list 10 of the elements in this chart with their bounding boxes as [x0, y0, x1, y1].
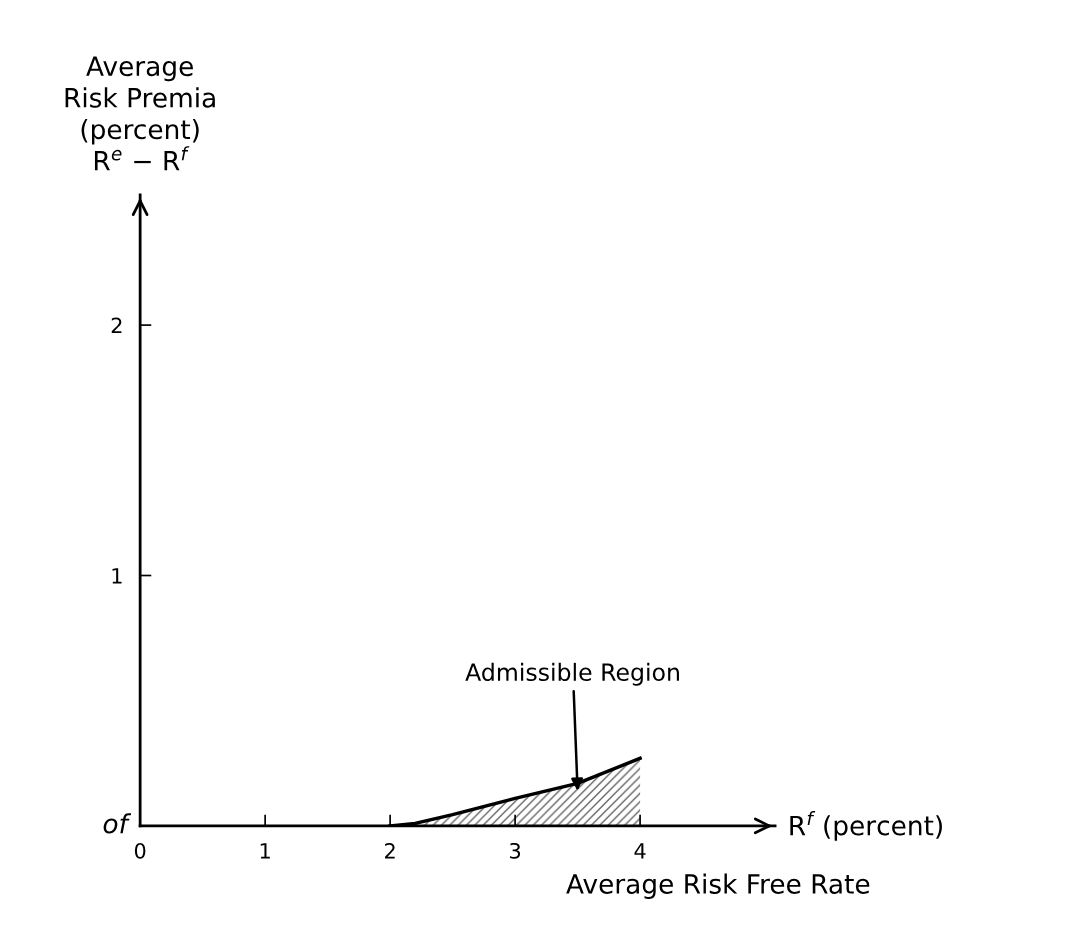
text: of — [103, 813, 132, 834]
x-tick-label: 4 — [634, 843, 646, 859]
y-axis-title: Average Risk Premia (percent) R$^{e}$ − R$^{f}$ — [65, 56, 215, 171]
x-tick-label: 2 — [385, 842, 395, 859]
annotation: Admissible Region — [465, 662, 679, 686]
text: Average Risk Free Rate — [566, 873, 870, 900]
x-axis-title: R$^{f}$ (percent) — [790, 811, 942, 841]
x-tick-label: 3 — [510, 842, 521, 859]
x-tick-label: 0 — [134, 842, 146, 859]
x-tick-label: 1 — [260, 843, 270, 859]
